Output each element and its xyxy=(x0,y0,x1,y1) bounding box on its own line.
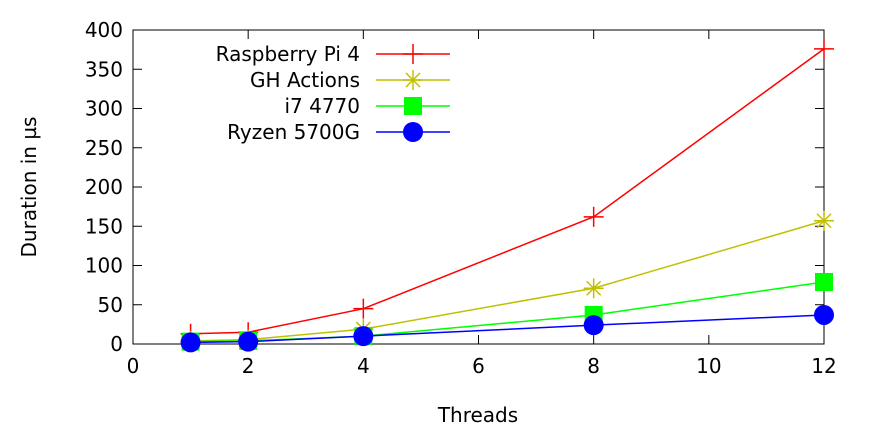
axes: 0 2 4 6 8 10 12 0 50 100 150 200 250 300 350 400 xyxy=(85,18,837,378)
y-tick-label: 300 xyxy=(85,97,123,121)
circle-marker xyxy=(238,331,259,352)
y-tick-label: 150 xyxy=(85,214,123,238)
circle-marker xyxy=(353,326,374,347)
x-tick-label: 10 xyxy=(696,354,721,378)
series-line xyxy=(190,281,825,343)
y-tick-label: 200 xyxy=(85,175,123,199)
circle-marker xyxy=(583,315,604,336)
star-marker xyxy=(403,70,423,90)
plus-marker xyxy=(403,44,423,64)
y-tick-label: 100 xyxy=(85,254,123,278)
star-marker xyxy=(583,278,604,299)
x-tick-label: 2 xyxy=(242,354,255,378)
series-ryzen-5700g xyxy=(180,304,834,353)
plus-marker xyxy=(583,206,604,227)
x-tick-label: 12 xyxy=(811,354,836,378)
y-tick-label: 0 xyxy=(110,332,123,356)
x-tick-label: 8 xyxy=(587,354,600,378)
square-marker xyxy=(404,97,422,115)
plus-marker xyxy=(814,38,834,59)
y-tick-label: 400 xyxy=(85,18,123,42)
y-tick-label: 350 xyxy=(85,57,123,81)
legend-label: Ryzen 5700G xyxy=(227,120,360,144)
circle-marker xyxy=(403,122,423,142)
legend-label: i7 4770 xyxy=(284,94,360,118)
circle-marker xyxy=(814,304,834,325)
square-marker xyxy=(815,272,833,291)
star-marker xyxy=(814,210,834,231)
x-tick-label: 6 xyxy=(472,354,485,378)
legend-label: Raspberry Pi 4 xyxy=(216,42,360,66)
x-tick-label: 4 xyxy=(357,354,370,378)
plot-area xyxy=(180,38,834,353)
series-i7-4770 xyxy=(181,272,833,351)
legend-label: GH Actions xyxy=(250,68,360,92)
x-tick-label: 0 xyxy=(127,354,140,378)
y-axis-label: Duration in µs xyxy=(17,117,41,258)
y-tick-label: 250 xyxy=(85,136,123,160)
x-axis-label: Threads xyxy=(437,403,518,427)
plus-marker xyxy=(353,298,374,319)
y-tick-label: 50 xyxy=(98,293,123,317)
series-line xyxy=(190,314,825,344)
circle-marker xyxy=(180,332,201,353)
